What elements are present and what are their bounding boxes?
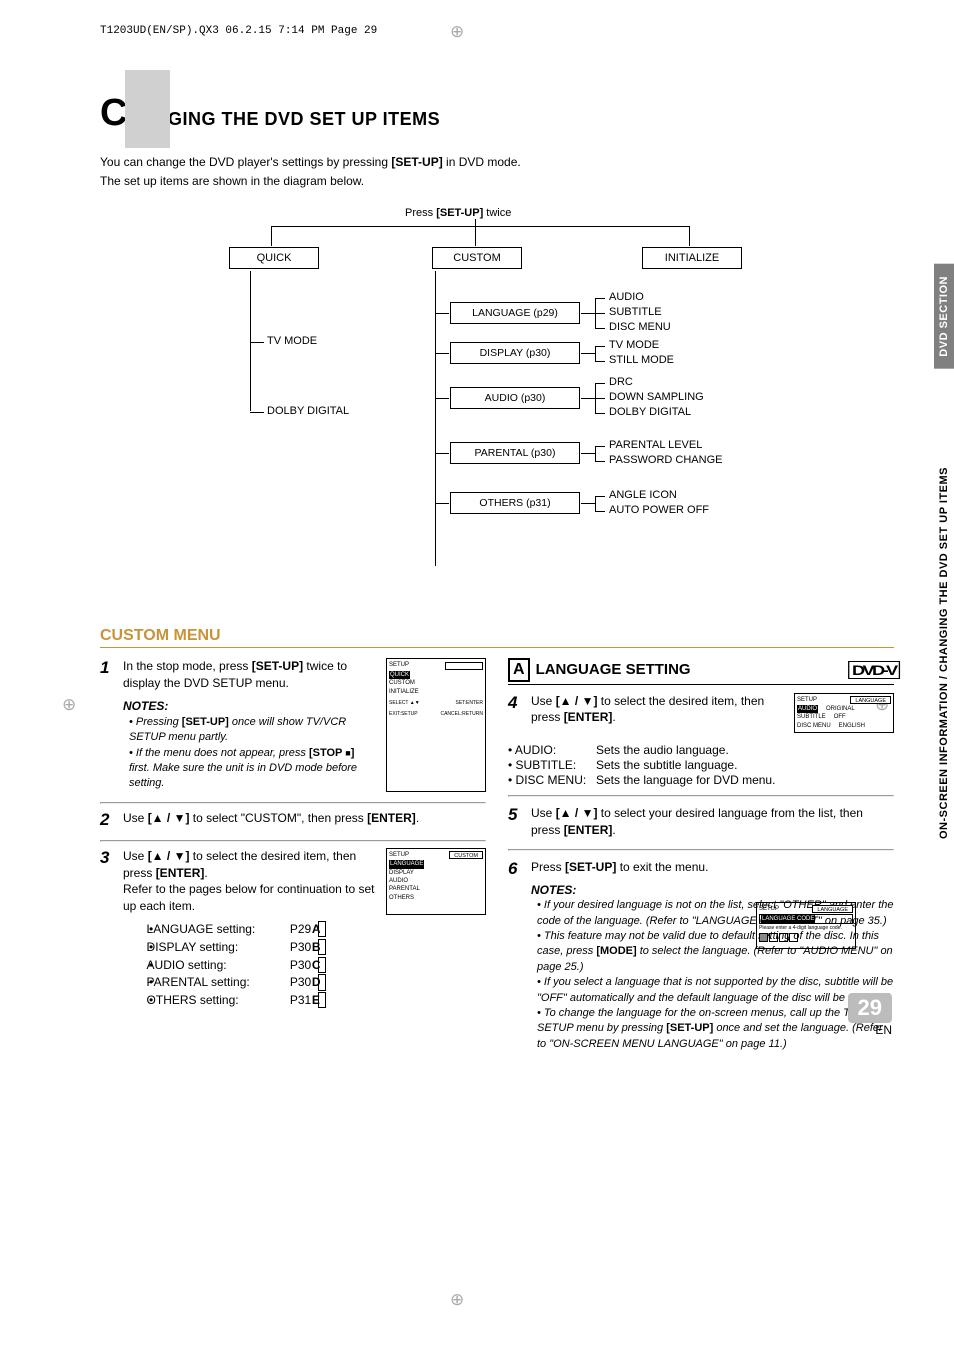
- osd-setup-1: SETUP QUICK CUSTOM INITIALIZE SELECT ▲▼S…: [386, 658, 486, 791]
- step-3-num: 3: [100, 848, 115, 1010]
- box-quick: QUICK: [229, 247, 319, 269]
- step-6-num: 6: [508, 859, 523, 1053]
- osd-setup-2: SETUPCUSTOM LANGUAGE DISPLAY AUDIO PAREN…: [386, 848, 486, 915]
- step-4-text: Use [▲ / ▼] to select the desired item, …: [531, 693, 786, 734]
- language-desc: • AUDIO:Sets the audio language.• SUBTIT…: [508, 743, 894, 787]
- step-5-text: Use [▲ / ▼] to select your desired langu…: [531, 805, 894, 839]
- right-column: A LANGUAGE SETTING DVD-V 4 Use [▲ / ▼] t…: [508, 658, 894, 1062]
- side-tabs: DVD SECTION ON-SCREEN INFORMATION / CHAN…: [934, 260, 954, 933]
- cropmark-bottom: ⊕: [450, 1290, 464, 1310]
- notes-heading: NOTES:: [123, 698, 378, 715]
- left-column: 1 In the stop mode, press [SET-UP] twice…: [100, 658, 486, 1062]
- page-title: C HANGING THE DVD SET UP ITEMS: [100, 92, 894, 135]
- menu-tree-diagram: Press [SET-UP] twice QUICK CUSTOM INITIA…: [145, 207, 894, 627]
- title-text: HANGING THE DVD SET UP ITEMS: [127, 109, 440, 130]
- step-3-text: Use [▲ / ▼] to select the desired item, …: [123, 848, 378, 915]
- box-initialize: INITIALIZE: [642, 247, 742, 269]
- tab-dvd-section: DVD SECTION: [934, 264, 954, 369]
- dropcap: C: [100, 92, 127, 135]
- step-2-num: 2: [100, 810, 115, 830]
- tab-onscreen: ON-SCREEN INFORMATION / CHANGING THE DVD…: [934, 373, 954, 933]
- settings-list: LANGUAGE setting: P29 ADISPLAY setting: …: [123, 921, 486, 1009]
- osd-setup-4: SETUPLANGUAGE LANGUAGE CODE Please enter…: [756, 902, 856, 949]
- custom-menu-title: CUSTOM MENU: [100, 627, 894, 648]
- step-1-num: 1: [100, 658, 115, 791]
- grey-strip: [125, 70, 170, 148]
- page-number: 29 EN: [848, 993, 892, 1037]
- osd-setup-3: SETUPLANGUAGE AUDIOORIGINAL SUBTITLEOFF …: [794, 693, 894, 734]
- diagram-top: Press [SET-UP] twice: [405, 207, 511, 219]
- step-4-num: 4: [508, 693, 523, 734]
- quick-tvmode: TV MODE: [267, 335, 317, 347]
- box-custom: CUSTOM: [432, 247, 522, 269]
- quick-dolby: DOLBY DIGITAL: [267, 405, 349, 417]
- step-2-text: Use [▲ / ▼] to select "CUSTOM", then pre…: [123, 810, 486, 830]
- step-5-num: 5: [508, 805, 523, 839]
- language-setting-header: A LANGUAGE SETTING DVD-V: [508, 658, 894, 684]
- print-header: T1203UD(EN/SP).QX3 06.2.15 7:14 PM Page …: [100, 25, 894, 37]
- intro-text: You can change the DVD player's settings…: [100, 153, 894, 191]
- notes-list-1: Pressing [SET-UP] once will show TV/VCR …: [123, 715, 378, 792]
- dvd-v-icon: DVD-V: [849, 661, 900, 679]
- step-6-text: Press [SET-UP] to exit the menu. NOTES: …: [531, 859, 894, 1053]
- step-1-text: In the stop mode, press [SET-UP] twice t…: [123, 658, 378, 791]
